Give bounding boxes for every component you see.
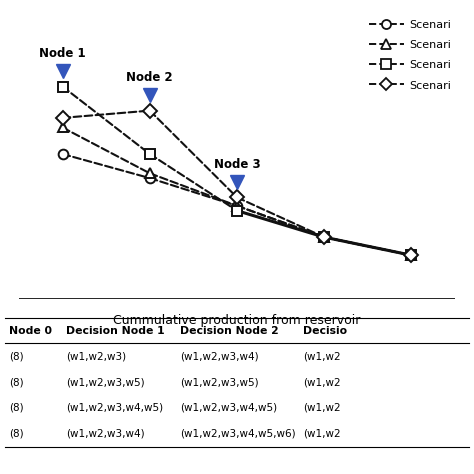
- Text: (w1,w2: (w1,w2: [303, 351, 341, 361]
- Text: (8): (8): [9, 351, 24, 361]
- Text: (w1,w2,w3,w4,w5): (w1,w2,w3,w4,w5): [66, 403, 164, 413]
- Text: (w1,w2,w3,w4): (w1,w2,w3,w4): [66, 428, 145, 439]
- Text: (w1,w2: (w1,w2: [303, 403, 341, 413]
- Text: (w1,w2: (w1,w2: [303, 428, 341, 439]
- Legend: Scenari, Scenari, Scenari, Scenari: Scenari, Scenari, Scenari, Scenari: [366, 17, 454, 93]
- Text: Decisio: Decisio: [303, 326, 347, 336]
- Text: Node 1: Node 1: [39, 47, 86, 60]
- Text: (w1,w2: (w1,w2: [303, 377, 341, 387]
- Text: (8): (8): [9, 403, 24, 413]
- Text: (w1,w2,w3,w5): (w1,w2,w3,w5): [180, 377, 259, 387]
- Text: (w1,w2,w3,w5): (w1,w2,w3,w5): [66, 377, 145, 387]
- Text: Node 2: Node 2: [127, 71, 173, 84]
- Text: Cummulative production from reservoir: Cummulative production from reservoir: [113, 314, 361, 327]
- Text: Decision Node 1: Decision Node 1: [66, 326, 165, 336]
- Text: (w1,w2,w3,w4): (w1,w2,w3,w4): [180, 351, 259, 361]
- Text: (w1,w2,w3,w4,w5): (w1,w2,w3,w4,w5): [180, 403, 277, 413]
- Text: (w1,w2,w3,w4,w5,w6): (w1,w2,w3,w4,w5,w6): [180, 428, 296, 439]
- Text: Node 0: Node 0: [9, 326, 53, 336]
- Text: (8): (8): [9, 377, 24, 387]
- Text: Decision Node 2: Decision Node 2: [180, 326, 279, 336]
- Text: Node 3: Node 3: [214, 158, 260, 171]
- Text: (8): (8): [9, 428, 24, 439]
- Text: (w1,w2,w3): (w1,w2,w3): [66, 351, 127, 361]
